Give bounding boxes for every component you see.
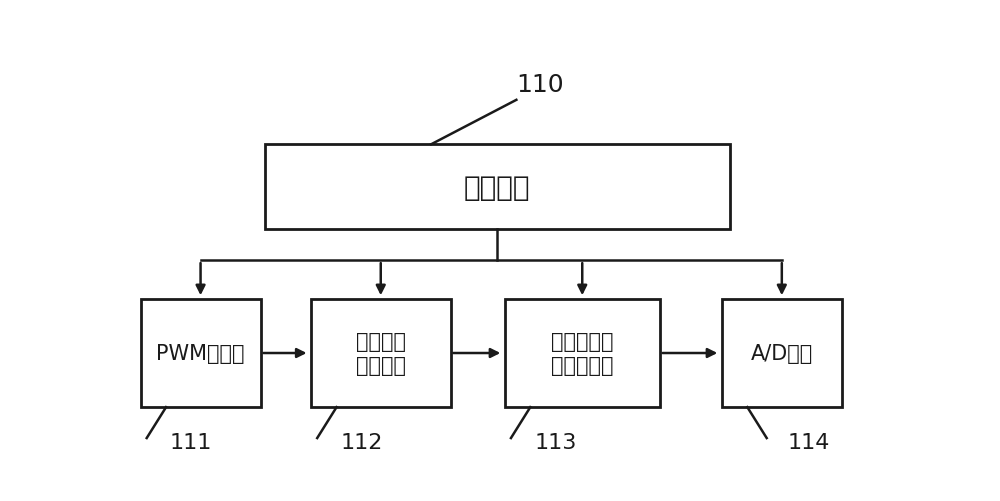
Text: 110: 110 — [516, 73, 563, 97]
Bar — [722, 299, 842, 407]
Bar — [140, 299, 261, 407]
Text: 111: 111 — [170, 432, 212, 452]
Text: 主控制器: 主控制器 — [464, 173, 530, 201]
Text: 笔电量检测
与充电电路: 笔电量检测 与充电电路 — [551, 332, 614, 375]
Bar — [264, 145, 730, 230]
Text: 112: 112 — [340, 432, 383, 452]
Bar — [311, 299, 450, 407]
Bar — [505, 299, 660, 407]
Text: 114: 114 — [788, 432, 830, 452]
Text: PWM定时器: PWM定时器 — [156, 343, 245, 363]
Text: 模拟通道
控制开关: 模拟通道 控制开关 — [356, 332, 406, 375]
Text: A/D通道: A/D通道 — [751, 343, 813, 363]
Text: 113: 113 — [534, 432, 577, 452]
